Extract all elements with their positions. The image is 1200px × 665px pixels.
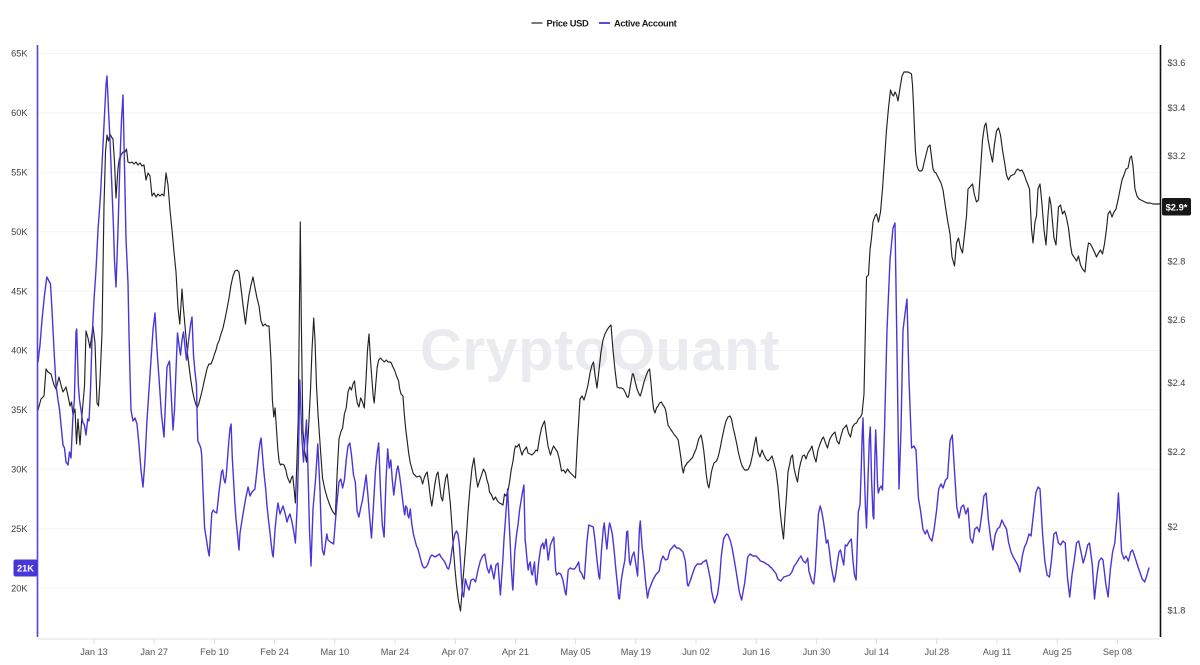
- svg-text:25K: 25K: [11, 524, 28, 534]
- svg-text:Feb 24: Feb 24: [260, 647, 289, 657]
- svg-text:35K: 35K: [11, 405, 28, 415]
- svg-text:50K: 50K: [11, 227, 28, 237]
- svg-text:$2.2: $2.2: [1168, 447, 1186, 457]
- svg-text:$3.6: $3.6: [1168, 58, 1186, 68]
- svg-text:Jan 27: Jan 27: [140, 647, 168, 657]
- svg-text:$2.4: $2.4: [1168, 378, 1186, 388]
- svg-text:$2.9*: $2.9*: [1166, 203, 1188, 213]
- svg-text:20K: 20K: [11, 583, 28, 593]
- svg-text:Aug 11: Aug 11: [983, 647, 1011, 657]
- svg-text:May 19: May 19: [621, 647, 651, 657]
- svg-text:Jun 16: Jun 16: [742, 647, 770, 657]
- svg-text:21K: 21K: [17, 564, 34, 574]
- svg-text:Price USD: Price USD: [547, 19, 589, 29]
- svg-text:Jun 02: Jun 02: [682, 647, 710, 657]
- svg-text:$1.8: $1.8: [1168, 605, 1186, 615]
- svg-text:$3.2: $3.2: [1168, 151, 1186, 161]
- svg-text:Aug 25: Aug 25: [1043, 647, 1072, 657]
- svg-text:$2.8: $2.8: [1168, 256, 1186, 266]
- svg-text:55K: 55K: [11, 168, 28, 178]
- svg-text:Jan 13: Jan 13: [80, 647, 108, 657]
- svg-text:$2.6: $2.6: [1168, 315, 1186, 325]
- svg-text:Feb 10: Feb 10: [200, 647, 229, 657]
- svg-text:60K: 60K: [11, 108, 28, 118]
- svg-text:$2: $2: [1168, 522, 1178, 532]
- svg-text:30K: 30K: [11, 465, 28, 475]
- svg-text:Mar 10: Mar 10: [320, 647, 349, 657]
- svg-text:May 05: May 05: [561, 647, 591, 657]
- svg-text:Jul 14: Jul 14: [864, 647, 889, 657]
- svg-text:40K: 40K: [11, 346, 28, 356]
- svg-text:$3.4: $3.4: [1168, 103, 1186, 113]
- svg-text:Active Account: Active Account: [614, 19, 677, 29]
- svg-text:Apr 21: Apr 21: [502, 647, 529, 657]
- svg-text:Apr 07: Apr 07: [442, 647, 469, 657]
- svg-text:Sep 08: Sep 08: [1103, 647, 1132, 657]
- svg-text:45K: 45K: [11, 286, 28, 296]
- svg-text:CryptoQuant: CryptoQuant: [420, 318, 780, 383]
- svg-text:Mar 24: Mar 24: [381, 647, 410, 657]
- svg-text:Jun 30: Jun 30: [803, 647, 831, 657]
- svg-text:Jul 28: Jul 28: [925, 647, 950, 657]
- svg-text:65K: 65K: [11, 49, 28, 59]
